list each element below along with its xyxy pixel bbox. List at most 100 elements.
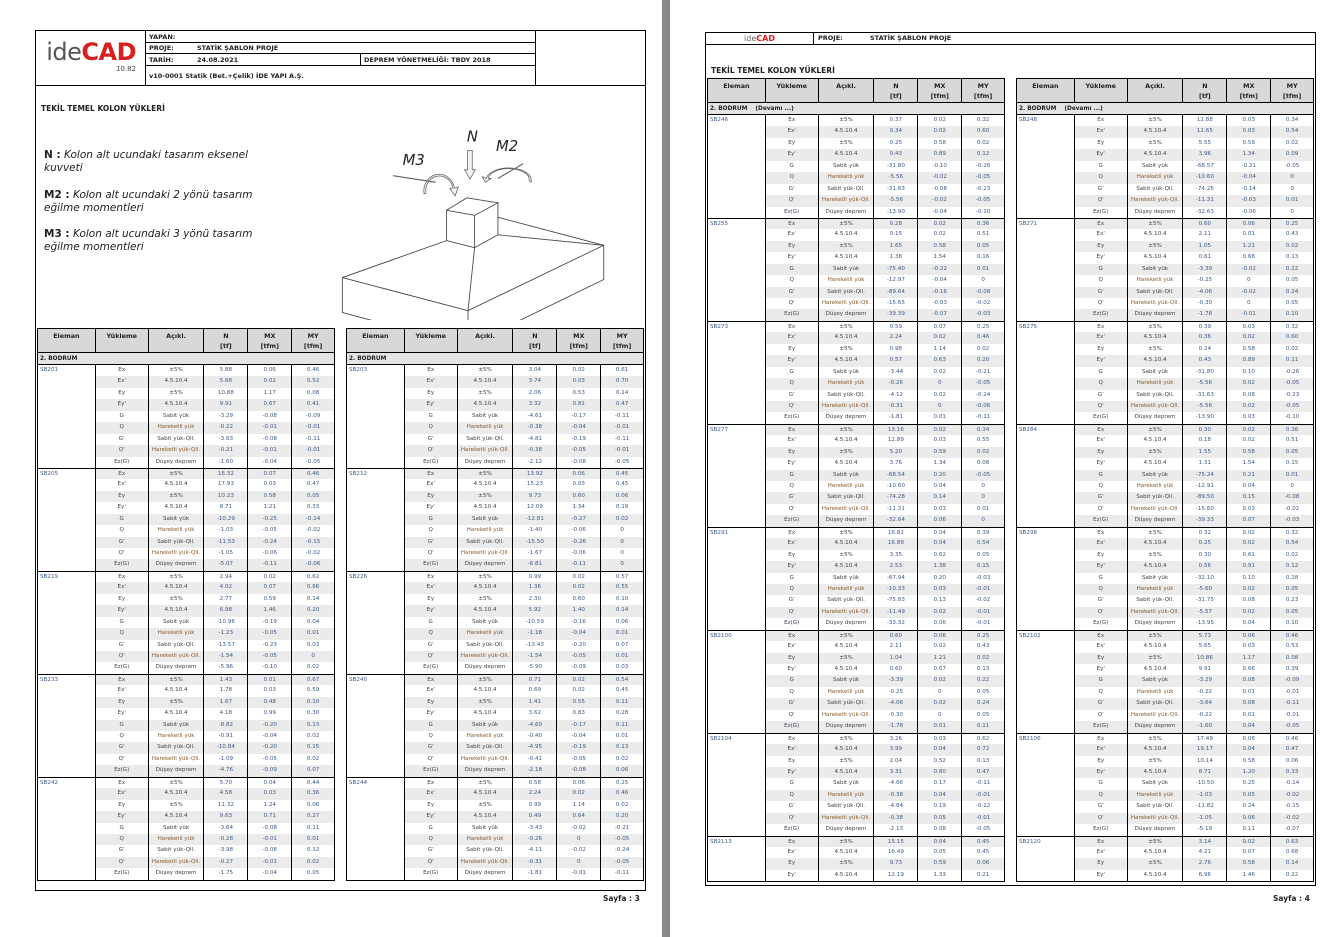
load-case: G' — [405, 433, 458, 446]
load-case: G' — [1074, 698, 1128, 710]
load-description: Hareketli yük-Qll. — [457, 445, 514, 457]
value-my: 0.25 — [1271, 218, 1314, 230]
element-id: SB291 — [708, 527, 766, 539]
table-row: G' Sabit yük-Qll. -13.43 -0.20 0.07 — [347, 639, 643, 651]
value-mx: 0.06 — [1227, 733, 1272, 745]
table-row: G Sabit yük -4.66 0.17 -0.11 — [708, 778, 1004, 790]
value-my: -0.14 — [292, 513, 335, 526]
value-n: 0.36 — [1183, 332, 1228, 344]
column-header-label: Yükleme — [1085, 82, 1116, 90]
value-mx: 0.04 — [1227, 618, 1272, 630]
value-n: 1.41 — [513, 696, 558, 709]
load-case: Q' — [1075, 298, 1128, 310]
value-my: -0.02 — [1284, 505, 1300, 512]
value-my: 0.46 — [306, 367, 320, 373]
load-case: Ey' — [405, 708, 458, 720]
load-case: Ex — [765, 630, 819, 642]
element-id — [38, 868, 96, 880]
table-row: Ex' 4.5.10.4 4.21 0.07 0.68 — [1017, 847, 1313, 859]
load-description: Sabit yük-Qll. — [148, 536, 205, 548]
table-row: SB291 Ex ±5% 16.82 0.04 0.39 — [708, 526, 1004, 539]
column-header-yukleme: Yükleme — [766, 79, 819, 102]
section-continued: (Devamı ...) — [1064, 105, 1103, 112]
element-id — [708, 606, 766, 619]
load-description: ±5% — [818, 652, 875, 664]
value-n: 12.09 — [513, 502, 558, 514]
page-number: Sayfa : 3 — [603, 894, 640, 903]
value-n: -2.12 — [513, 456, 558, 468]
element-id — [1017, 778, 1075, 790]
load-case: Q — [765, 172, 819, 184]
table-row: Ey' 4.5.10.4 2.53 1.38 0.15 — [708, 561, 1005, 573]
element-id — [708, 766, 766, 779]
value-n: -1.05 — [204, 548, 249, 560]
element-id — [1017, 435, 1075, 447]
value-n: 0.99 — [513, 571, 558, 583]
element-id — [1017, 721, 1075, 733]
value-mx: 0.03 — [1227, 503, 1272, 516]
value-mx: 0.04 — [918, 527, 963, 539]
value-mx: 0.04 — [248, 777, 293, 789]
load-description: Hareketli yük — [1127, 378, 1184, 390]
table-row: G Sabit yük -10.50 0.25 -0.14 — [1017, 778, 1313, 790]
load-description: Sabit yük — [1128, 366, 1184, 379]
value-my: -0.11 — [614, 870, 630, 877]
element-id — [38, 753, 96, 766]
value-mx: 0.20 — [918, 469, 963, 481]
load-case: G — [404, 513, 458, 526]
value-my: -0.01 — [292, 422, 335, 434]
value-mx: 0.02 — [557, 685, 602, 697]
column-header-label: MX — [1243, 82, 1255, 90]
element-id: SB271 — [1017, 218, 1075, 230]
load-case: Ex — [1074, 836, 1128, 847]
table-row: Ey' 4.5.10.4 9.63 0.71 0.27 — [38, 811, 335, 823]
table-row: G' Sabit yük-Qll. -11.53 -0.24 -0.15 — [38, 536, 335, 548]
element-id — [38, 696, 96, 709]
load-case: G' — [1074, 492, 1128, 504]
load-description: ±5% — [457, 468, 514, 480]
load-case: Q' — [404, 856, 458, 869]
element-id — [38, 822, 96, 834]
legend-m3-symbol: M3 : — [44, 228, 70, 240]
load-description: Hareketli yük — [819, 275, 875, 287]
load-case: Ex' — [405, 479, 458, 491]
element-id — [708, 618, 766, 630]
value-mx: 1.54 — [918, 252, 963, 264]
load-description: ±5% — [818, 836, 875, 847]
value-mx: 0.06 — [1227, 812, 1272, 825]
value-n: -4.81 — [513, 433, 558, 446]
value-my: 0.13 — [1285, 254, 1299, 261]
value-n: -10.29 — [204, 513, 249, 526]
column-header-label: MY — [307, 332, 319, 340]
value-my: 0.05 — [976, 551, 990, 558]
value-n: -12.81 — [513, 513, 558, 526]
value-mx: 0.06 — [1227, 218, 1272, 230]
load-description: 4.5.10.4 — [1128, 458, 1184, 470]
value-mx: 0.59 — [918, 858, 963, 870]
element-id: SB240 — [347, 674, 405, 686]
value-n: 5.70 — [204, 777, 249, 789]
value-my: 0.45 — [615, 687, 629, 694]
column-header-yukleme: Yükleme — [405, 329, 458, 352]
load-description: ±5% — [149, 387, 205, 400]
load-description: Sabit yük-Qll. — [1127, 492, 1184, 504]
load-description: 4.5.10.4 — [457, 788, 514, 800]
value-my: 0.33 — [1271, 766, 1314, 779]
value-mx: 1.21 — [918, 652, 963, 664]
table-row: Q' Hareketli yük-Qll. -15.60 0.03 -0.02 — [1017, 503, 1313, 516]
load-description: Hareketli yük-Qll. — [148, 445, 205, 457]
value-mx: 0.91 — [1227, 561, 1272, 573]
value-my: 0.34 — [962, 424, 1005, 436]
load-description: 4.5.10.4 — [819, 229, 875, 241]
element-id — [708, 686, 766, 699]
logo-version: 10.82 — [115, 65, 136, 73]
value-mx: -0.04 — [1227, 172, 1272, 184]
value-mx: 0.02 — [918, 366, 963, 379]
value-my: -0.06 — [292, 559, 335, 571]
value-my: -0.14 — [1284, 780, 1300, 787]
load-description: Hareketli yük-Qll. — [457, 856, 514, 869]
load-description: Sabit yük — [818, 675, 875, 687]
load-case: Ex' — [1075, 435, 1128, 447]
table-row: Q Hareketli yük -0.40 -0.04 0.01 — [347, 731, 643, 743]
load-case: Ey' — [766, 458, 819, 470]
